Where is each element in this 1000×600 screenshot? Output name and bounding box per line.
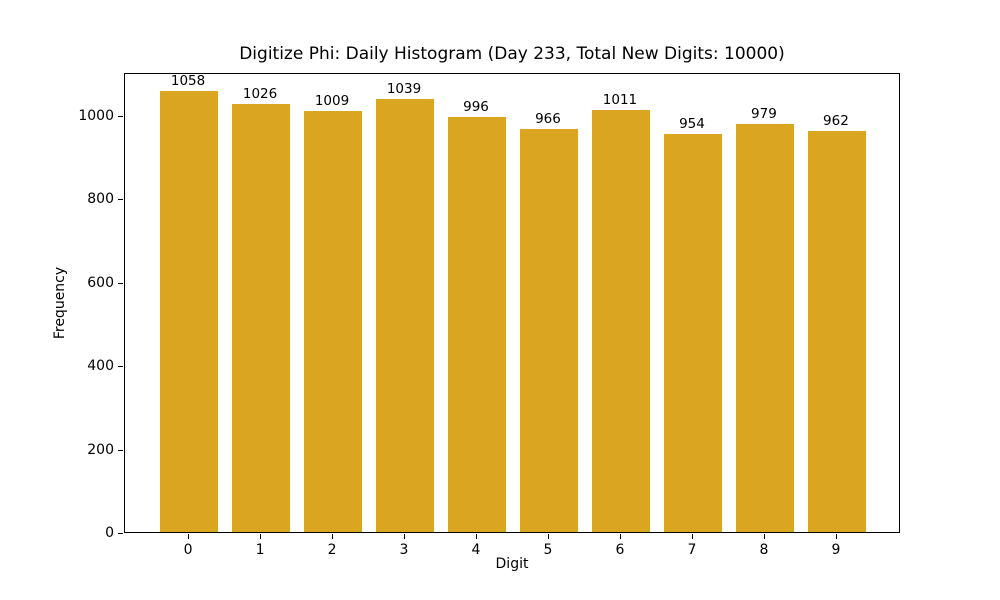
bar [808, 130, 866, 532]
bar [376, 98, 434, 532]
bar [304, 111, 362, 532]
y-tick-label: 1000 [78, 107, 114, 124]
chart-title: Digitize Phi: Daily Histogram (Day 233, … [239, 44, 785, 64]
x-tick-mark [619, 534, 621, 539]
x-tick-label: 2 [327, 542, 337, 558]
y-tick-label: 200 [87, 441, 114, 458]
x-tick-mark [476, 534, 477, 539]
y-tick-mark [118, 282, 123, 284]
x-tick-label: 0 [183, 542, 193, 558]
x-tick-label: 1 [255, 542, 265, 558]
x-tick-mark [188, 534, 190, 539]
x-tick-label: 5 [543, 542, 553, 558]
x-tick-label: 8 [759, 542, 769, 558]
x-axis-label: Digit [495, 556, 529, 572]
bar [592, 110, 650, 532]
bar [448, 116, 506, 532]
y-tick-mark [118, 449, 123, 451]
bar [520, 129, 578, 532]
x-tick-mark [260, 534, 262, 539]
bar-value-label: 962 [823, 112, 849, 129]
bar [232, 104, 290, 532]
bar-value-label: 966 [535, 111, 561, 128]
y-tick-label: 800 [87, 191, 114, 208]
bar-value-label: 1009 [314, 93, 350, 110]
x-tick-mark [332, 534, 334, 539]
x-tick-label: 3 [399, 542, 409, 558]
x-tick-label: 4 [471, 542, 481, 558]
y-tick-label: 400 [87, 358, 114, 375]
x-tick-mark [404, 534, 406, 539]
bar-value-label: 996 [463, 98, 489, 115]
bar-value-label: 1011 [602, 92, 638, 109]
bar [736, 123, 794, 532]
x-tick-mark [763, 534, 765, 539]
plot-area [124, 73, 900, 533]
bar-value-label: 979 [751, 105, 777, 122]
y-tick-mark [118, 199, 123, 201]
x-tick-mark [835, 534, 837, 539]
x-tick-label: 7 [687, 542, 697, 558]
y-tick-mark [118, 366, 123, 368]
bar [160, 90, 218, 532]
x-tick-label: 6 [615, 542, 625, 558]
bar-value-label: 954 [679, 116, 705, 133]
x-tick-label: 9 [831, 542, 841, 558]
bar-value-label: 1058 [170, 72, 206, 89]
x-tick-mark [547, 534, 549, 539]
bar-value-label: 1026 [242, 86, 278, 103]
y-tick-mark [118, 115, 123, 117]
bar-value-label: 1039 [386, 80, 422, 97]
bar [664, 134, 722, 532]
y-tick-label: 600 [87, 274, 114, 291]
y-axis-label: Frequency [52, 266, 68, 340]
y-tick-mark [118, 533, 123, 534]
x-tick-mark [691, 534, 693, 539]
y-tick-label: 0 [105, 525, 114, 541]
